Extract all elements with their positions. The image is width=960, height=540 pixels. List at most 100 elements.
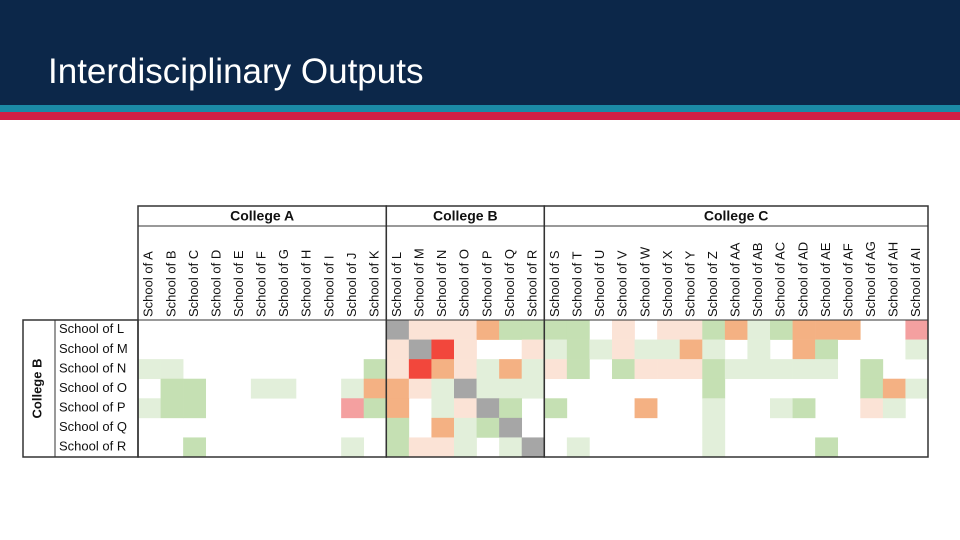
- column-label: School of N: [434, 250, 449, 317]
- cell: [747, 339, 771, 360]
- cell: [860, 378, 884, 399]
- column-label: School of T: [570, 251, 585, 317]
- cell: [454, 437, 477, 458]
- cell: [792, 359, 816, 380]
- cell: [454, 359, 477, 380]
- cell: [431, 378, 455, 399]
- cell: [679, 339, 703, 360]
- cell: [747, 320, 771, 340]
- cell: [363, 359, 387, 380]
- cell: [341, 398, 365, 419]
- header-band: [0, 0, 960, 105]
- cell: [273, 378, 297, 399]
- cell: [702, 320, 726, 340]
- cell: [792, 339, 816, 360]
- column-label: School of W: [637, 246, 652, 317]
- cell: [702, 437, 726, 458]
- cell: [499, 320, 523, 340]
- cell: [566, 339, 590, 360]
- cell: [544, 359, 568, 380]
- cell: [702, 339, 726, 360]
- cell: [657, 359, 681, 380]
- cell: [183, 398, 207, 419]
- cell: [544, 398, 568, 419]
- cell: [386, 437, 410, 458]
- column-label: School of AG: [863, 241, 878, 317]
- cell: [431, 437, 455, 458]
- cell: [860, 359, 884, 380]
- cell: [408, 437, 432, 458]
- column-label: School of Y: [682, 250, 697, 317]
- cell: [815, 359, 839, 380]
- column-label: School of J: [344, 253, 359, 317]
- column-label: School of B: [163, 251, 178, 318]
- cell: [431, 398, 455, 419]
- cell: [702, 378, 726, 399]
- cell: [544, 339, 568, 360]
- column-label: School of C: [186, 250, 201, 317]
- cell: [408, 339, 432, 360]
- row-label: School of O: [59, 380, 127, 395]
- cell: [566, 359, 590, 380]
- cell: [815, 437, 839, 458]
- cell: [612, 359, 635, 380]
- column-label: School of AC: [773, 242, 788, 317]
- cell: [431, 339, 455, 360]
- row-label: School of P: [59, 400, 126, 415]
- column-group-label: College B: [433, 208, 498, 224]
- cell: [363, 398, 387, 419]
- column-label: School of AA: [728, 242, 743, 317]
- slide-title: Interdisciplinary Outputs: [48, 52, 424, 91]
- column-label: School of E: [231, 250, 246, 317]
- cell: [860, 398, 884, 419]
- column-label: School of AI: [908, 248, 923, 317]
- column-label: School of F: [254, 251, 269, 317]
- column-label: School of L: [389, 252, 404, 317]
- cell: [454, 378, 477, 399]
- cell: [250, 378, 274, 399]
- cell: [454, 417, 477, 438]
- column-label: School of Q: [502, 249, 517, 317]
- cell: [657, 339, 681, 360]
- group-border: [137, 205, 388, 458]
- cell: [499, 417, 523, 438]
- column-label: School of Z: [705, 251, 720, 317]
- header-stripe: [0, 105, 960, 112]
- cell: [521, 339, 545, 360]
- cell: [905, 378, 929, 399]
- column-label: School of G: [276, 249, 291, 317]
- row-group-border: [22, 319, 139, 458]
- column-label: School of AB: [750, 243, 765, 317]
- row-group-label: College B: [29, 359, 44, 419]
- cell: [544, 320, 568, 340]
- cell: [499, 437, 523, 458]
- column-label: School of A: [141, 251, 156, 317]
- cell: [386, 378, 410, 399]
- cell: [566, 320, 590, 340]
- cell: [431, 320, 455, 340]
- cell: [499, 398, 523, 419]
- cell: [386, 339, 410, 360]
- cell: [724, 359, 748, 380]
- column-label: School of P: [479, 251, 494, 318]
- cell: [386, 417, 410, 438]
- cell: [679, 359, 703, 380]
- cell: [521, 378, 545, 399]
- column-label: School of M: [412, 248, 427, 317]
- cell: [905, 320, 929, 340]
- cell: [702, 398, 726, 419]
- cell: [657, 320, 681, 340]
- column-label: School of V: [615, 250, 630, 317]
- cell: [837, 320, 861, 340]
- cell: [679, 320, 703, 340]
- cell: [882, 398, 906, 419]
- cell: [431, 359, 455, 380]
- row-label: School of N: [59, 360, 126, 375]
- column-label: School of U: [592, 250, 607, 317]
- cell: [499, 359, 523, 380]
- cell: [499, 378, 523, 399]
- cell: [770, 320, 793, 340]
- cell: [341, 378, 365, 399]
